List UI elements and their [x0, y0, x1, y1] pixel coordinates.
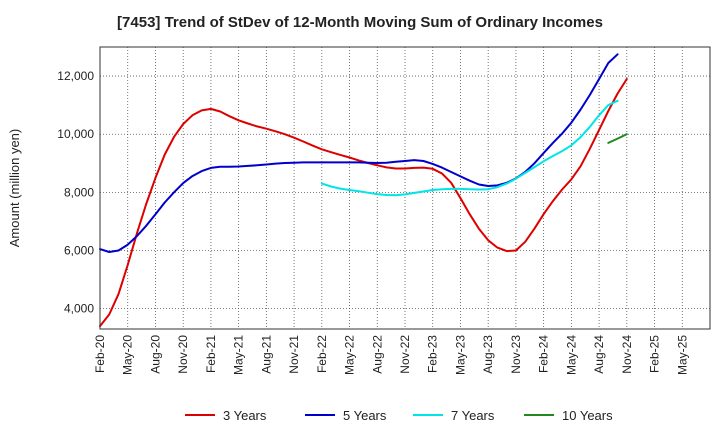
chart-title: [7453] Trend of StDev of 12-Month Moving…	[117, 14, 603, 31]
legend-label: 5 Years	[343, 408, 387, 423]
x-tick-label: Aug-22	[370, 335, 384, 374]
x-tick-label: Nov-24	[620, 335, 634, 374]
x-tick-label: Aug-23	[481, 335, 495, 374]
x-tick-label: Nov-23	[509, 335, 523, 374]
x-tick-label: May-22	[343, 335, 357, 375]
y-tick-label: 8,000	[64, 185, 94, 199]
x-tick-label: May-21	[232, 335, 246, 375]
x-tick-label: Aug-20	[148, 335, 162, 374]
x-tick-label: Aug-21	[259, 335, 273, 374]
x-tick-label: Nov-22	[398, 335, 412, 374]
legend-label: 3 Years	[223, 408, 267, 423]
x-tick-label: May-25	[675, 335, 689, 375]
series-layer	[99, 53, 628, 328]
x-tick-label: Feb-24	[537, 335, 551, 373]
y-tick-label: 6,000	[64, 244, 94, 258]
x-tick-label: Feb-22	[315, 335, 329, 373]
tick-layer: Feb-20 May-20 Aug-20 Nov-20 Feb-21 May-21 Aug-…	[57, 69, 689, 375]
legend-label: 10 Years	[562, 408, 613, 423]
x-tick-label: May-23	[453, 335, 467, 375]
x-tick-label: Nov-21	[287, 335, 301, 374]
x-tick-label: Nov-20	[176, 335, 190, 374]
x-tick-label: May-20	[121, 335, 135, 375]
plot-frame	[99, 46, 711, 330]
x-tick-label: May-24	[564, 335, 578, 375]
series-line-5-years	[99, 53, 619, 253]
x-tick-label: Aug-24	[592, 335, 606, 374]
grid-layer	[100, 47, 710, 329]
y-axis-label: Amount (million yen)	[7, 129, 22, 248]
y-tick-label: 4,000	[64, 302, 94, 316]
y-tick-label: 12,000	[57, 69, 94, 83]
legend-label: 7 Years	[451, 408, 495, 423]
x-tick-label: Feb-21	[204, 335, 218, 373]
series-line-7-years	[320, 99, 619, 197]
x-tick-label: Feb-20	[93, 335, 107, 373]
x-tick-label: Feb-25	[648, 335, 662, 373]
legend: 3 Years 5 Years 7 Years 10 Years	[185, 408, 613, 423]
y-tick-label: 10,000	[57, 127, 94, 141]
series-line-10-years	[607, 133, 628, 144]
series-line-3-years	[99, 78, 628, 328]
x-tick-label: Feb-23	[426, 335, 440, 373]
